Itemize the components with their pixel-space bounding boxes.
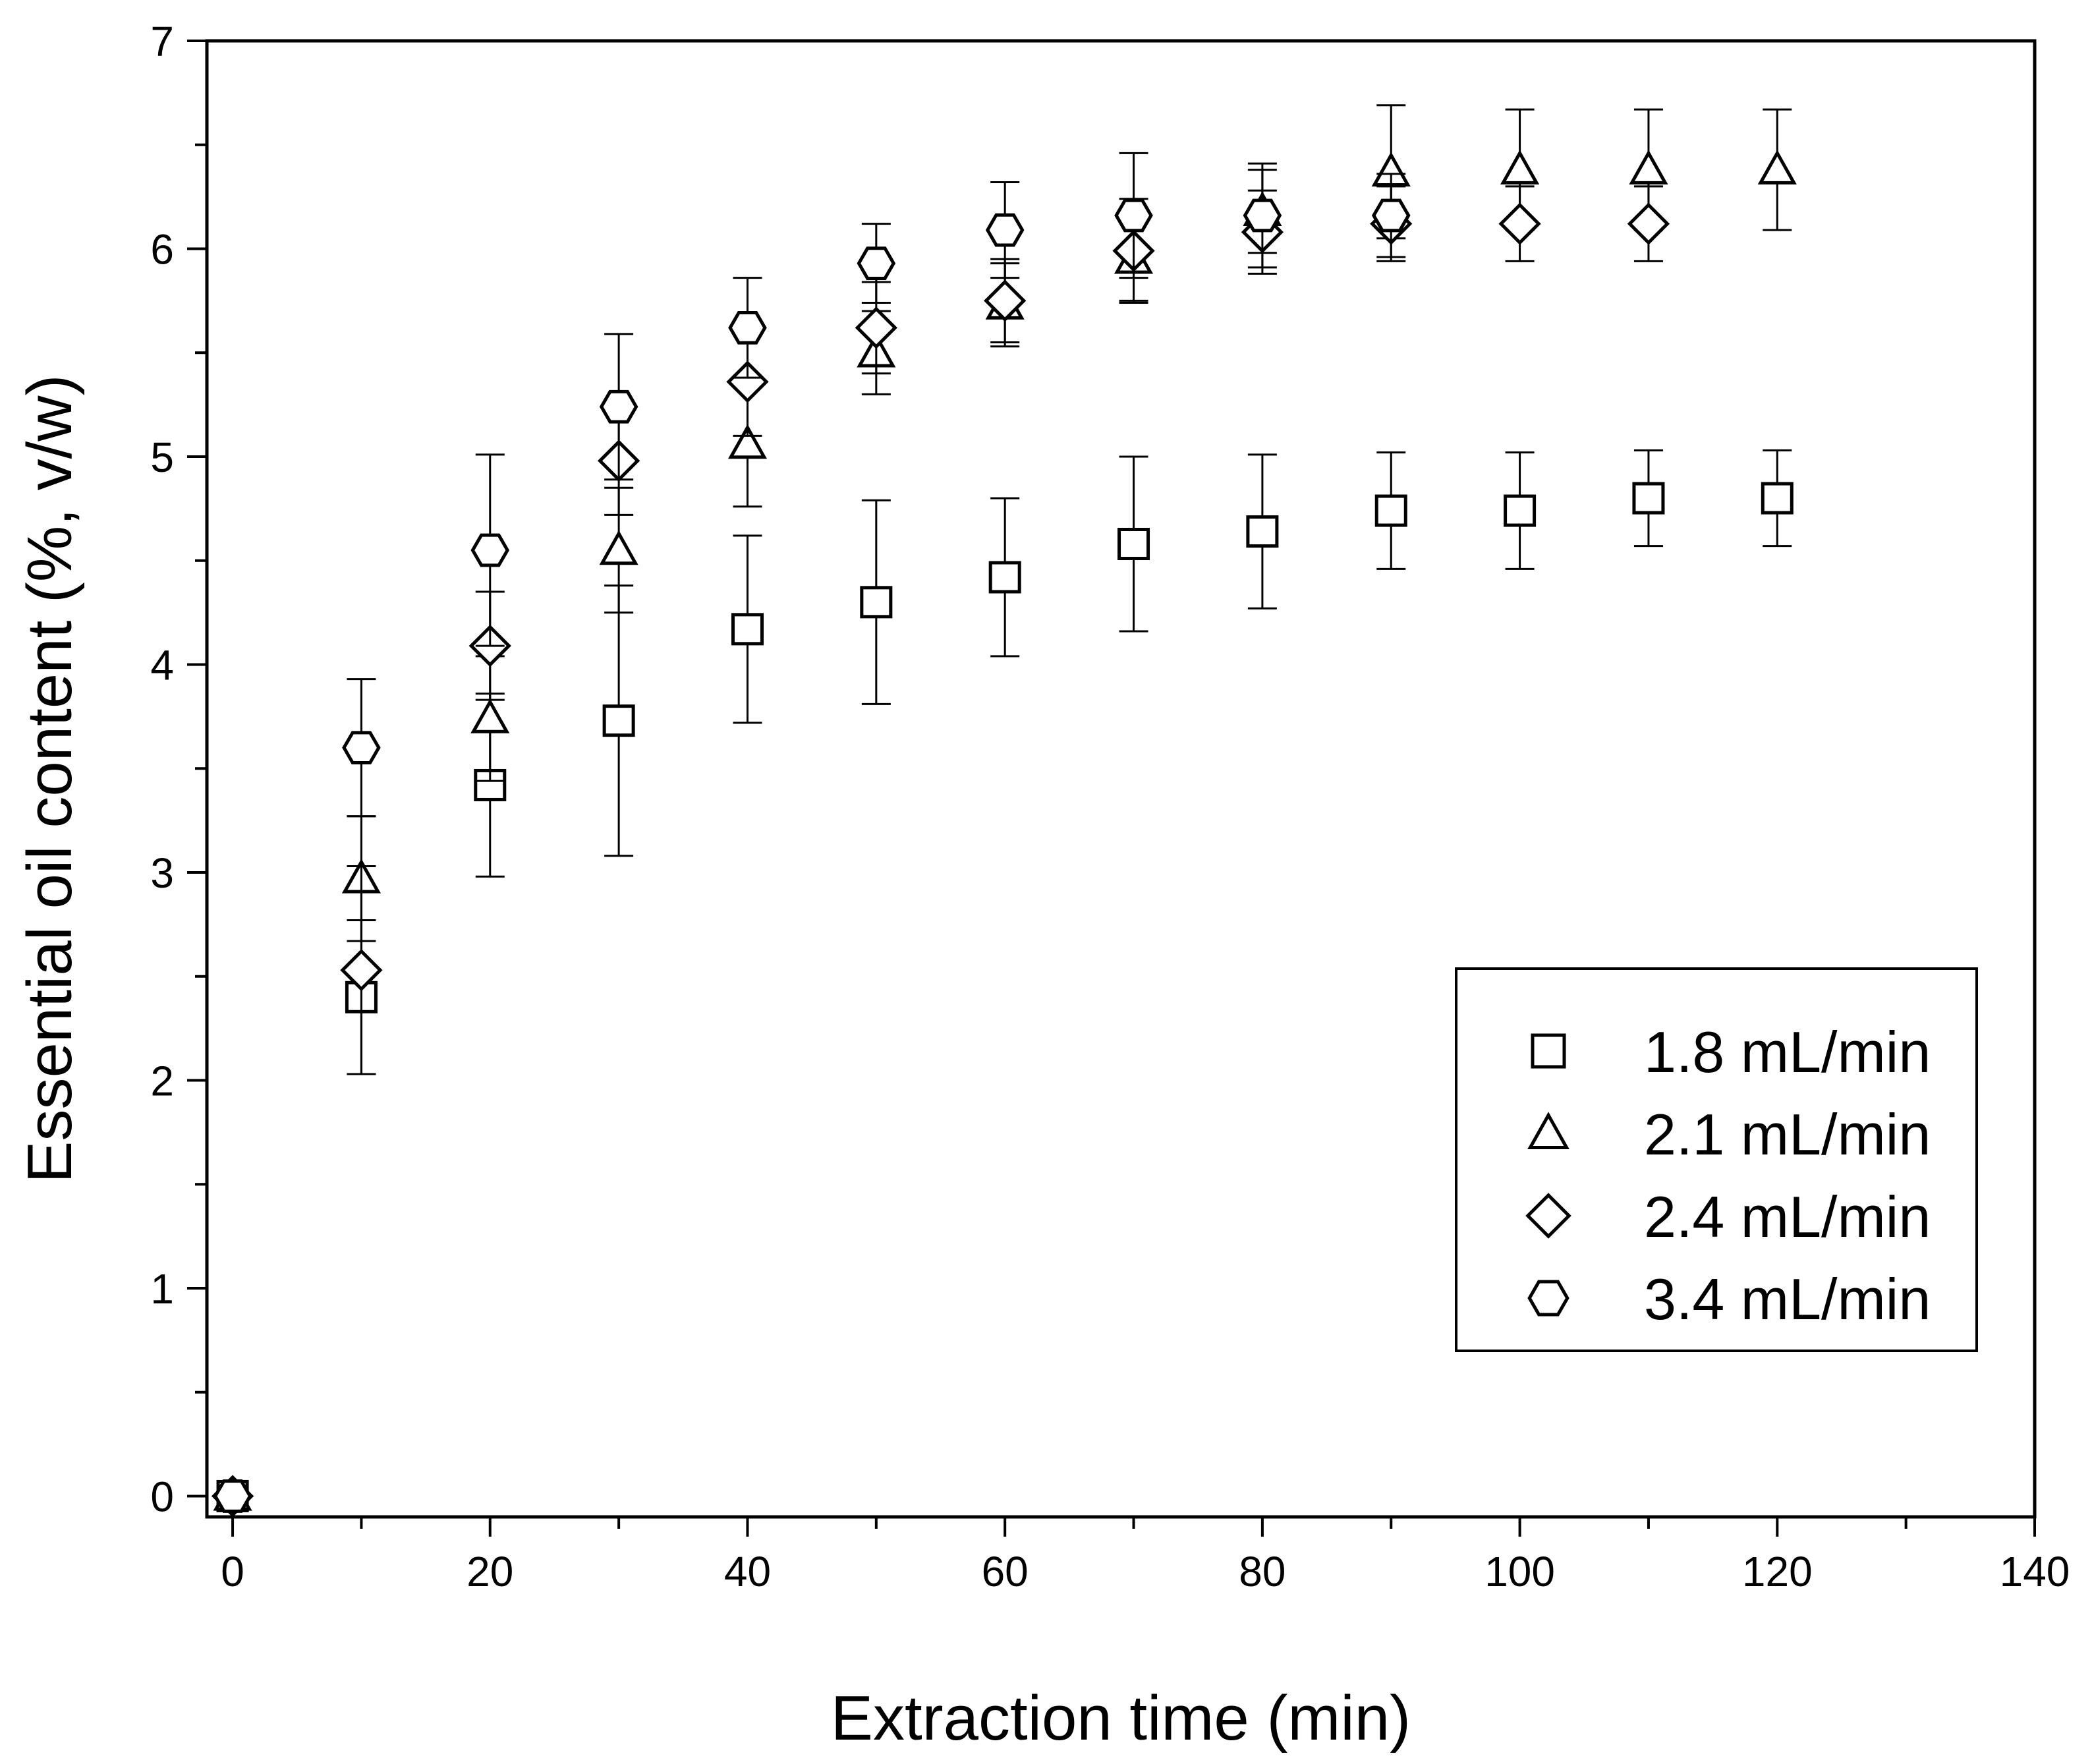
- data-point: [599, 389, 638, 424]
- legend-label: 3.4 mL/min: [1644, 1266, 1931, 1332]
- data-point: [1374, 494, 1407, 527]
- x-tick-label: 20: [466, 1548, 513, 1595]
- x-tick-label: 120: [1742, 1548, 1813, 1595]
- data-point: [984, 279, 1027, 322]
- x-tick-label: 80: [1239, 1548, 1286, 1595]
- data-point: [1504, 494, 1537, 527]
- data-point: [988, 561, 1021, 594]
- data-point: [860, 586, 893, 619]
- data-point: [602, 704, 635, 737]
- y-tick-label: 2: [150, 1057, 174, 1104]
- data-point: [1632, 482, 1665, 515]
- data-point: [731, 613, 764, 646]
- data-point: [1246, 515, 1279, 548]
- y-tick-label: 5: [150, 434, 174, 481]
- x-tick-label: 140: [2000, 1548, 2070, 1595]
- y-tick-label: 7: [150, 18, 174, 65]
- plot-frame: [205, 39, 2037, 1519]
- data-point: [857, 246, 896, 280]
- y-tick-label: 3: [150, 849, 174, 897]
- data-point: [726, 360, 769, 403]
- data-point: [1500, 150, 1540, 185]
- y-tick-label: 6: [150, 225, 174, 273]
- legend-marker: [1525, 1193, 1571, 1239]
- legend-marker: [1527, 1112, 1569, 1150]
- y-tick-label: 1: [150, 1265, 174, 1313]
- data-point: [342, 731, 381, 765]
- data-point: [985, 213, 1025, 247]
- data-point: [213, 1479, 252, 1513]
- y-tick-label: 4: [150, 641, 174, 689]
- legend-marker: [1527, 1280, 1569, 1317]
- series-3-4-ml-min: [213, 152, 1411, 1513]
- y-tick-label: 0: [150, 1473, 174, 1520]
- x-axis-title: Extraction time (min): [831, 1683, 1411, 1753]
- data-point: [340, 949, 383, 992]
- x-tick-label: 40: [724, 1548, 771, 1595]
- legend-marker: [1531, 1033, 1566, 1069]
- data-point: [1629, 150, 1668, 185]
- y-axis-title: Essential oil content (%, v/w): [14, 374, 85, 1183]
- data-point: [1498, 202, 1541, 245]
- x-tick-label: 100: [1484, 1548, 1555, 1595]
- x-tick-label: 60: [982, 1548, 1029, 1595]
- legend-label: 1.8 mL/min: [1644, 1019, 1931, 1085]
- data-point: [1757, 150, 1797, 185]
- data-point: [1761, 482, 1794, 515]
- data-point: [1117, 527, 1150, 560]
- data-point: [728, 311, 767, 345]
- data-point: [470, 698, 510, 733]
- data-point: [470, 533, 510, 567]
- data-point: [1371, 198, 1411, 233]
- data-point: [1114, 198, 1153, 233]
- data-point: [855, 306, 897, 349]
- legend: 1.8 mL/min 2.1 mL/min 2.4 mL/min 3.4 mL/min: [1455, 967, 1978, 1352]
- data-series: [211, 104, 1797, 1518]
- legend-label: 2.1 mL/min: [1644, 1102, 1931, 1167]
- axes: 0 20 40 60 80 100 120 140 0 1 2 3 4 5 6 7 Extraction tim…: [14, 18, 2070, 1753]
- data-point: [1627, 202, 1670, 245]
- data-point: [599, 530, 638, 565]
- data-point: [727, 424, 768, 459]
- legend-label: 2.4 mL/min: [1644, 1184, 1931, 1249]
- x-tick-label: 0: [221, 1548, 244, 1595]
- data-point: [1243, 198, 1282, 233]
